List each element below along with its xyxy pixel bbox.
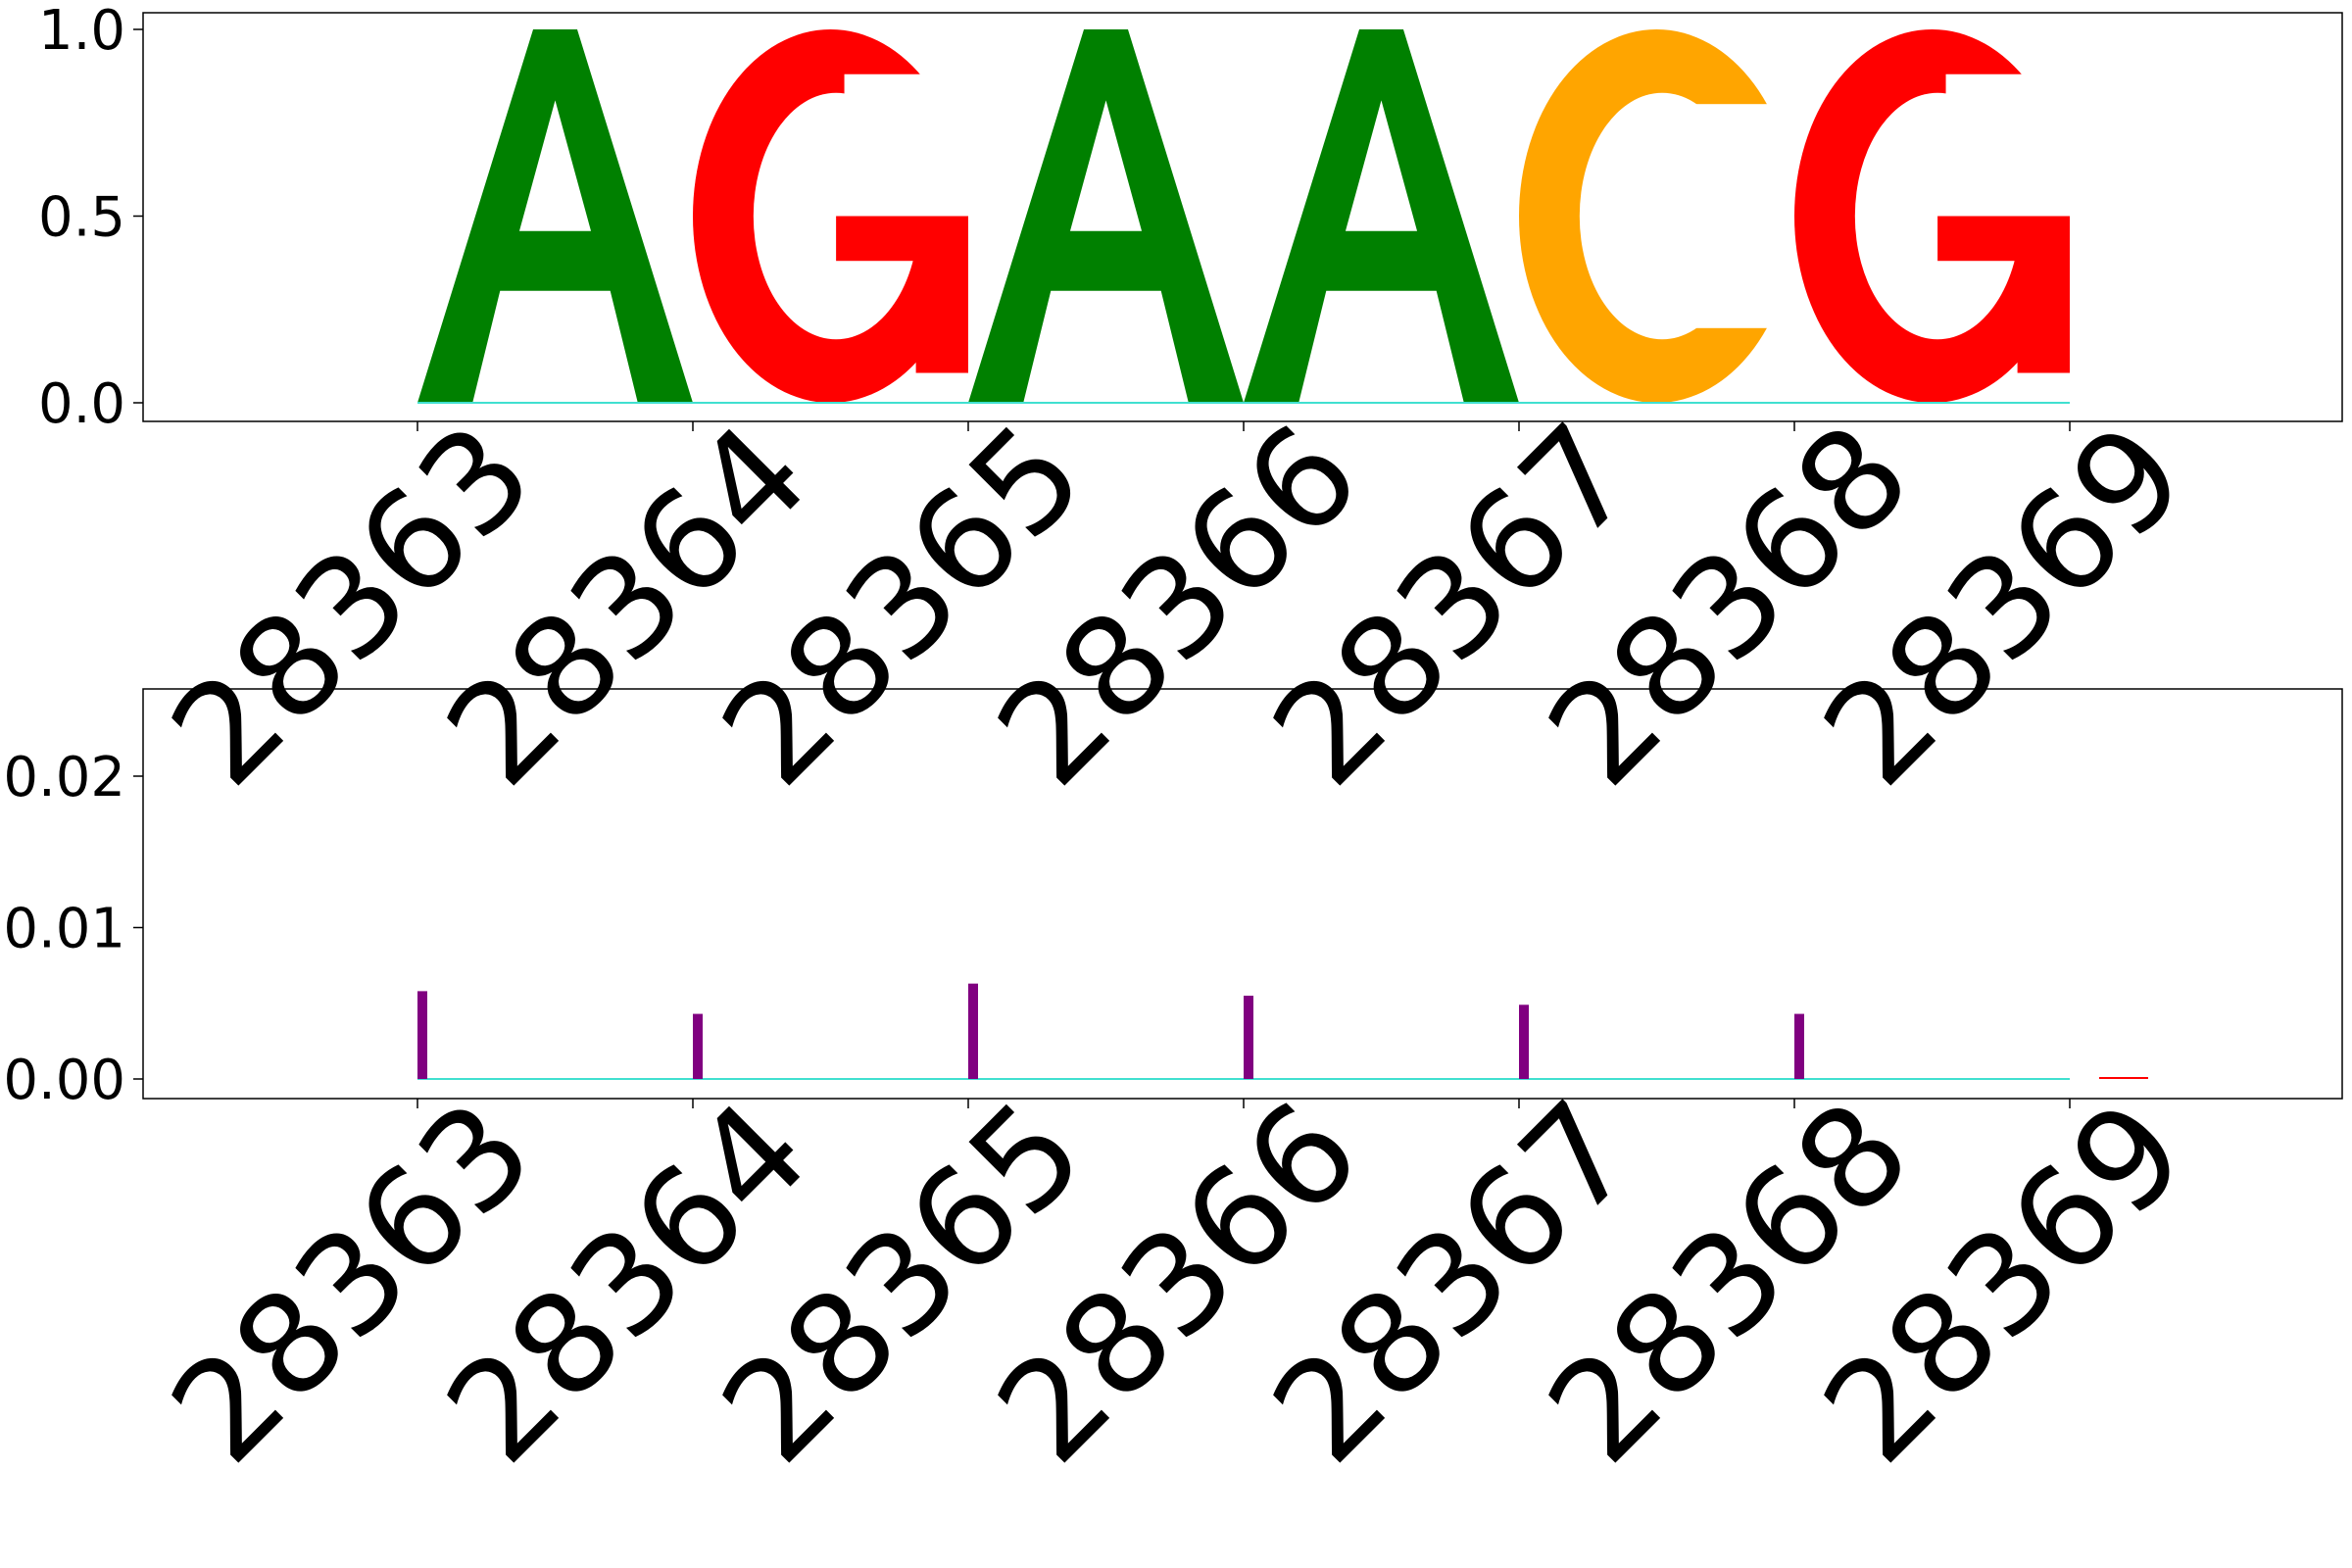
bar bbox=[693, 1013, 703, 1079]
logo-y-tick-label: 1.0 bbox=[38, 0, 125, 63]
logo-letter-A bbox=[417, 29, 693, 403]
bar bbox=[2099, 1077, 2148, 1079]
bar-y-tick-label: 0.02 bbox=[3, 746, 125, 809]
bar bbox=[1794, 1013, 1804, 1079]
bar-y-tick-label: 0.00 bbox=[3, 1049, 125, 1112]
logo-letter-C bbox=[1519, 29, 1809, 403]
logo-letter-G bbox=[1794, 29, 2084, 403]
bar-series bbox=[417, 983, 2148, 1079]
bar bbox=[417, 991, 427, 1079]
logo-y-tick-label: 0.0 bbox=[38, 372, 125, 436]
bar-axes-frame bbox=[142, 688, 2343, 1100]
logo-y-ticks: 0.0 0.5 1.0 bbox=[38, 0, 143, 436]
logo-axes-frame bbox=[142, 12, 2343, 422]
logo-y-tick-label: 0.5 bbox=[38, 186, 125, 250]
bar bbox=[1244, 996, 1253, 1079]
bar bbox=[1519, 1004, 1529, 1079]
logo-letters bbox=[417, 29, 2084, 403]
bar-y-ticks: 0.00 0.01 0.02 bbox=[3, 746, 143, 1112]
logo-letter-G bbox=[693, 29, 983, 403]
logo-letter-A bbox=[968, 29, 1244, 403]
bar-y-tick-label: 0.01 bbox=[3, 898, 125, 961]
logo-letter-A bbox=[1244, 29, 1519, 403]
sequence-logo-panel: 0.0 0.5 1.0 283632836428365283662836728368… bbox=[38, 0, 2343, 816]
bar bbox=[968, 983, 978, 1079]
bar-chart-panel: 0.00 0.01 0.02 283632836428365283662836728… bbox=[3, 688, 2343, 1494]
